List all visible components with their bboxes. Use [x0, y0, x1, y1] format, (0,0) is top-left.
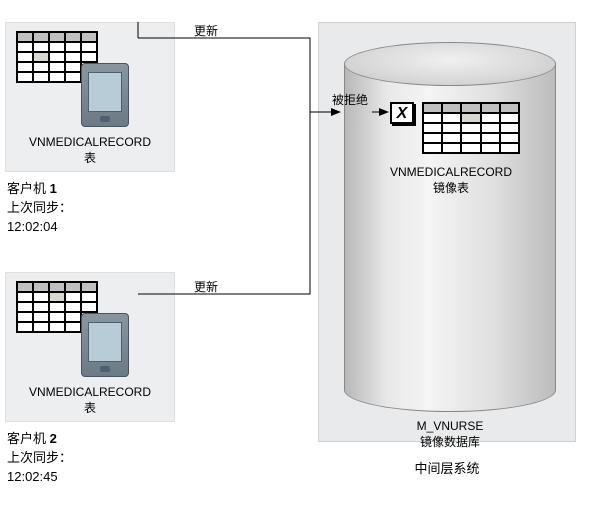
middle-tier-label: 中间层系统	[318, 458, 576, 477]
reject-icon: X	[390, 102, 414, 124]
client1-title: 客户机 1	[7, 180, 72, 199]
client1-sync-time: 12:02:04	[7, 218, 72, 237]
mirror-table-caption: VNMEDICALRECORD 镜像表	[380, 164, 522, 196]
client1-sync-label: 上次同步：	[7, 199, 72, 218]
edge-update1-label: 更新	[194, 22, 218, 39]
client1-info: 客户机 1 上次同步： 12:02:04	[7, 180, 72, 237]
client2-pda-icon	[81, 313, 129, 377]
client2-info: 客户机 2 上次同步： 12:02:45	[7, 430, 72, 487]
client1-table-sub: 表	[6, 151, 174, 167]
client2-table-name: VNMEDICALRECORD	[6, 385, 174, 401]
mirror-table-name: VNMEDICALRECORD	[380, 164, 522, 180]
edge-update2-label: 更新	[194, 278, 218, 295]
edge-rejected-label: 被拒绝	[332, 91, 368, 108]
client1-table-name: VNMEDICALRECORD	[6, 135, 174, 151]
database-cylinder	[344, 42, 556, 412]
client2-title: 客户机 2	[7, 430, 72, 449]
client2-table-sub: 表	[6, 401, 174, 417]
client2-sync-label: 上次同步：	[7, 449, 72, 468]
mirror-table-grid	[422, 102, 520, 154]
mirror-table-sub: 镜像表	[380, 180, 522, 196]
client1-table-caption: VNMEDICALRECORD 表	[6, 135, 174, 166]
client1-panel: VNMEDICALRECORD 表	[5, 22, 175, 172]
client2-panel: VNMEDICALRECORD 表	[5, 272, 175, 422]
client2-sync-time: 12:02:45	[7, 468, 72, 487]
client1-pda-icon	[81, 63, 129, 127]
client2-table-caption: VNMEDICALRECORD 表	[6, 385, 174, 416]
database-sub: 镜像数据库	[344, 434, 556, 450]
database-name: M_VNURSE	[344, 418, 556, 434]
database-label: M_VNURSE 镜像数据库	[344, 418, 556, 450]
